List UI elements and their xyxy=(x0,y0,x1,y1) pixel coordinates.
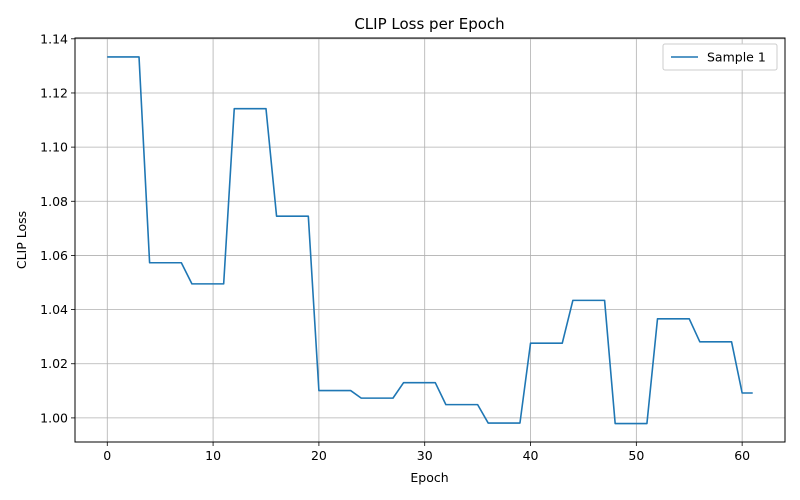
y-tick-label: 1.04 xyxy=(40,302,68,317)
x-tick-label: 10 xyxy=(205,448,221,463)
legend-box xyxy=(662,43,778,71)
x-tick-label: 40 xyxy=(523,448,539,463)
x-tick-label: 60 xyxy=(734,448,750,463)
y-tick-label: 1.10 xyxy=(40,140,68,155)
y-axis: 1.00 1.02 1.04 1.06 1.08 1.10 1.12 1.14 xyxy=(40,31,75,425)
y-tick-label: 1.08 xyxy=(40,194,68,209)
y-tick-label: 1.00 xyxy=(40,410,68,425)
x-tick-label: 0 xyxy=(103,448,111,463)
legend-entry-sample-1: Sample 1 xyxy=(707,50,766,65)
y-tick-label: 1.06 xyxy=(40,248,68,263)
legend: Sample 1 xyxy=(662,43,778,71)
x-tick-label: 50 xyxy=(628,448,644,463)
chart-title: CLIP Loss per Epoch xyxy=(354,15,504,33)
x-tick-label: 30 xyxy=(417,448,433,463)
y-axis-label: CLIP Loss xyxy=(14,211,29,269)
y-tick-label: 1.12 xyxy=(40,85,68,100)
y-tick-label: 1.02 xyxy=(40,356,68,371)
y-tick-label: 1.14 xyxy=(40,31,68,46)
x-axis: 0 10 20 30 40 50 60 xyxy=(103,442,750,463)
series-layer xyxy=(107,56,753,425)
plot-frame xyxy=(74,37,786,443)
x-axis-label: Epoch xyxy=(410,470,448,485)
x-tick-label: 20 xyxy=(311,448,327,463)
series-line-sample-1 xyxy=(107,56,753,425)
grid-lines xyxy=(75,38,785,442)
